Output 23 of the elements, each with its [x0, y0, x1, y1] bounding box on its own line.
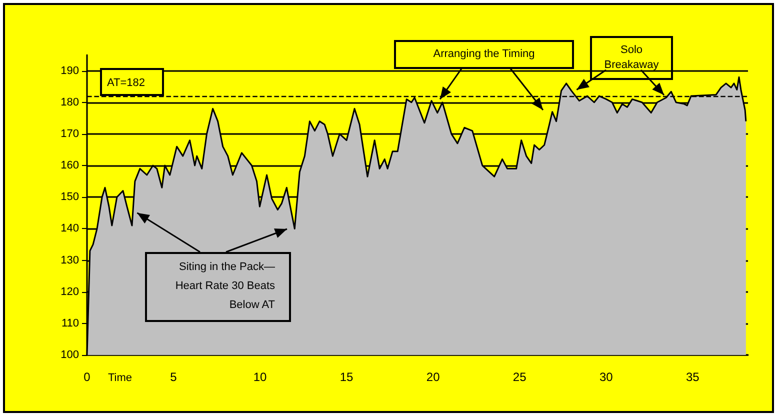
x-tick-label: 5	[170, 370, 178, 384]
x-tick-label: 15	[340, 370, 354, 384]
y-tick-label: 130	[60, 254, 79, 266]
x-tick-label: 30	[599, 370, 614, 384]
ref-line-label: AT=182	[100, 68, 164, 96]
x-axis-title: Time	[108, 372, 132, 384]
x-tick-label: 35	[686, 370, 700, 384]
y-tick-label: 120	[60, 286, 79, 298]
y-tick-label: 110	[61, 317, 79, 330]
x-tick-label: 25	[512, 370, 527, 384]
y-tick-label: 190	[60, 64, 79, 77]
y-tick-label: 140	[60, 222, 79, 235]
x-tick-label: 0	[84, 370, 91, 384]
y-tick-label: 100	[60, 349, 79, 361]
y-tick-label: 170	[60, 128, 79, 140]
annotation: Solo Breakaway	[590, 36, 673, 80]
y-tick-label: 150	[60, 191, 79, 204]
y-tick-label: 160	[60, 160, 79, 172]
annotation: Siting in the Pack—Heart Rate 30 Beats Below AT	[145, 252, 291, 322]
x-tick-label: 10	[253, 370, 268, 384]
x-tick-label: 20	[426, 370, 440, 384]
annotation: Arranging the Timing	[394, 40, 574, 69]
y-tick-label: 180	[60, 96, 79, 108]
